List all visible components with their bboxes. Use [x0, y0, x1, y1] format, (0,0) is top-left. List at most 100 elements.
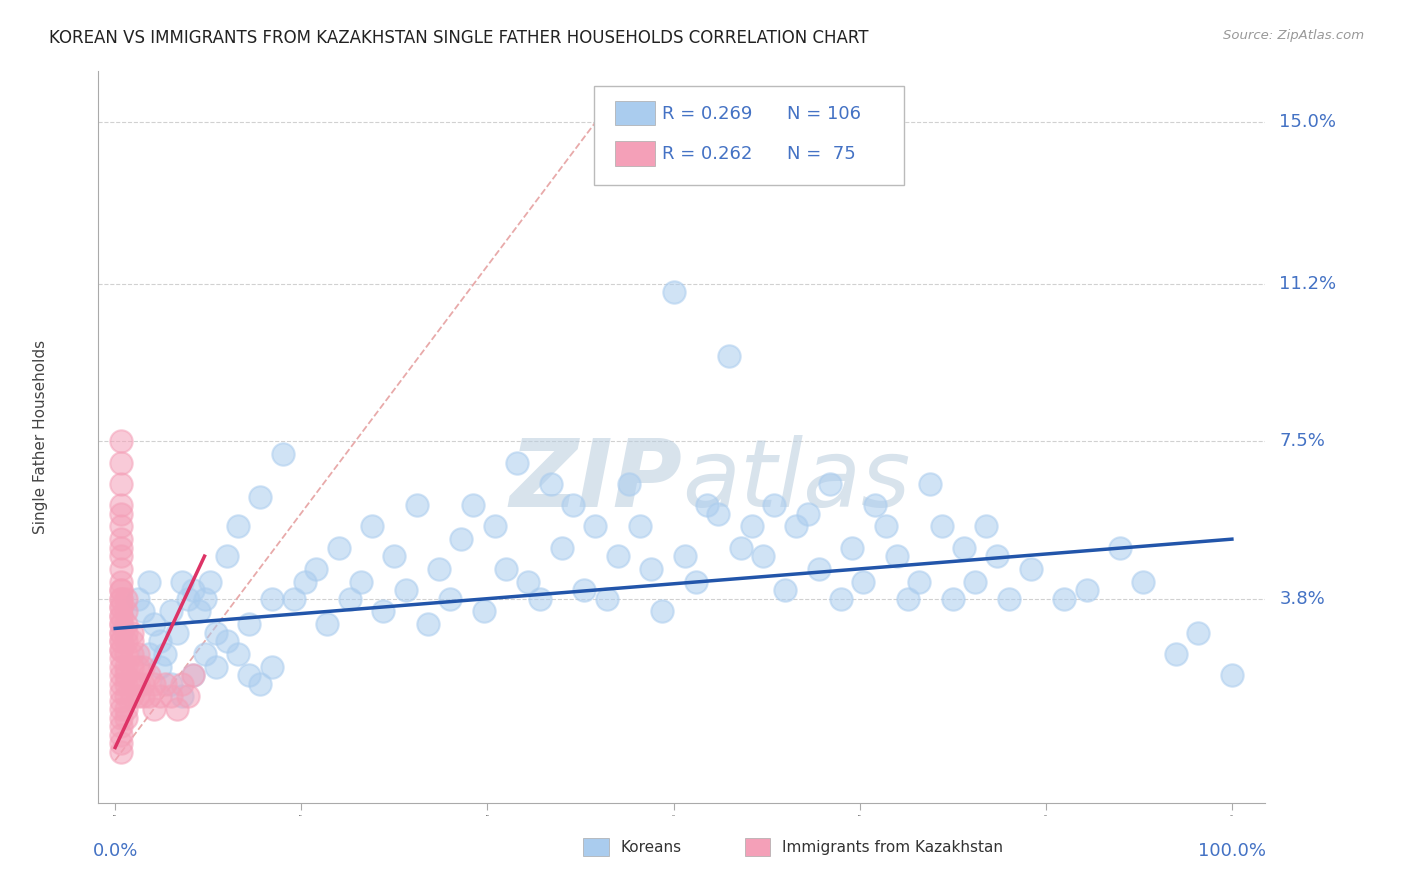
Point	[226, 647, 249, 661]
Point	[908, 574, 931, 589]
Point	[931, 519, 953, 533]
Point	[110, 634, 132, 648]
Point	[617, 476, 640, 491]
Point	[863, 498, 886, 512]
Point	[1076, 583, 1098, 598]
Point	[115, 634, 138, 648]
Point	[183, 668, 205, 682]
Point	[110, 476, 132, 491]
Point	[361, 519, 384, 533]
Point	[382, 549, 405, 563]
Point	[110, 728, 132, 742]
Point	[506, 456, 529, 470]
Point	[110, 600, 132, 615]
Point	[1187, 625, 1209, 640]
Point	[529, 591, 551, 606]
Point	[172, 677, 194, 691]
Point	[110, 677, 132, 691]
Point	[640, 562, 662, 576]
Point	[115, 647, 138, 661]
Text: N =  75: N = 75	[787, 145, 856, 163]
Text: Source: ZipAtlas.com: Source: ZipAtlas.com	[1223, 29, 1364, 42]
Point	[143, 702, 166, 716]
Text: 7.5%: 7.5%	[1279, 433, 1326, 450]
Point	[260, 659, 283, 673]
Point	[115, 668, 138, 682]
Point	[187, 604, 209, 618]
Point	[177, 690, 200, 704]
Point	[138, 647, 160, 661]
Point	[110, 583, 132, 598]
Point	[852, 574, 875, 589]
Text: KOREAN VS IMMIGRANTS FROM KAZAKHSTAN SINGLE FATHER HOUSEHOLDS CORRELATION CHART: KOREAN VS IMMIGRANTS FROM KAZAKHSTAN SIN…	[49, 29, 869, 46]
Bar	[745, 838, 770, 856]
Point	[963, 574, 986, 589]
Point	[942, 591, 965, 606]
Point	[110, 434, 132, 449]
Point	[166, 702, 188, 716]
Point	[249, 677, 271, 691]
FancyBboxPatch shape	[595, 86, 904, 185]
FancyBboxPatch shape	[616, 141, 655, 166]
Point	[339, 591, 361, 606]
Point	[110, 591, 132, 606]
Point	[316, 617, 339, 632]
Point	[350, 574, 373, 589]
Point	[127, 647, 149, 661]
Point	[1053, 591, 1076, 606]
Point	[149, 634, 172, 648]
Point	[115, 711, 138, 725]
Point	[132, 604, 155, 618]
Point	[741, 519, 763, 533]
Point	[215, 634, 238, 648]
Point	[439, 591, 461, 606]
Point	[155, 647, 177, 661]
Text: atlas: atlas	[682, 435, 910, 526]
Point	[920, 476, 942, 491]
Point	[305, 562, 328, 576]
Point	[283, 591, 305, 606]
Point	[143, 617, 166, 632]
Point	[673, 549, 696, 563]
Point	[897, 591, 920, 606]
Point	[763, 498, 786, 512]
Point	[110, 608, 132, 623]
Point	[662, 285, 685, 300]
Point	[138, 690, 160, 704]
Point	[204, 625, 226, 640]
Point	[132, 690, 155, 704]
Point	[198, 574, 221, 589]
Point	[115, 625, 138, 640]
Point	[1109, 541, 1132, 555]
Point	[974, 519, 997, 533]
Point	[953, 541, 976, 555]
Point	[110, 719, 132, 733]
Point	[986, 549, 1008, 563]
Point	[472, 604, 495, 618]
Text: 15.0%: 15.0%	[1279, 113, 1336, 131]
Point	[997, 591, 1019, 606]
Text: Immigrants from Kazakhstan: Immigrants from Kazakhstan	[782, 840, 1002, 855]
Point	[132, 677, 155, 691]
Point	[841, 541, 863, 555]
Point	[752, 549, 775, 563]
Text: R = 0.269: R = 0.269	[662, 104, 752, 123]
Point	[110, 541, 132, 555]
Point	[110, 711, 132, 725]
Point	[183, 583, 205, 598]
Point	[1220, 668, 1243, 682]
Point	[115, 659, 138, 673]
Point	[166, 625, 188, 640]
Point	[707, 507, 730, 521]
Point	[160, 677, 183, 691]
Point	[110, 702, 132, 716]
Point	[818, 476, 841, 491]
Point	[115, 677, 138, 691]
Point	[110, 608, 132, 623]
Point	[110, 532, 132, 546]
Point	[110, 507, 132, 521]
Point	[249, 490, 271, 504]
Point	[730, 541, 752, 555]
Point	[132, 659, 155, 673]
Point	[160, 690, 183, 704]
